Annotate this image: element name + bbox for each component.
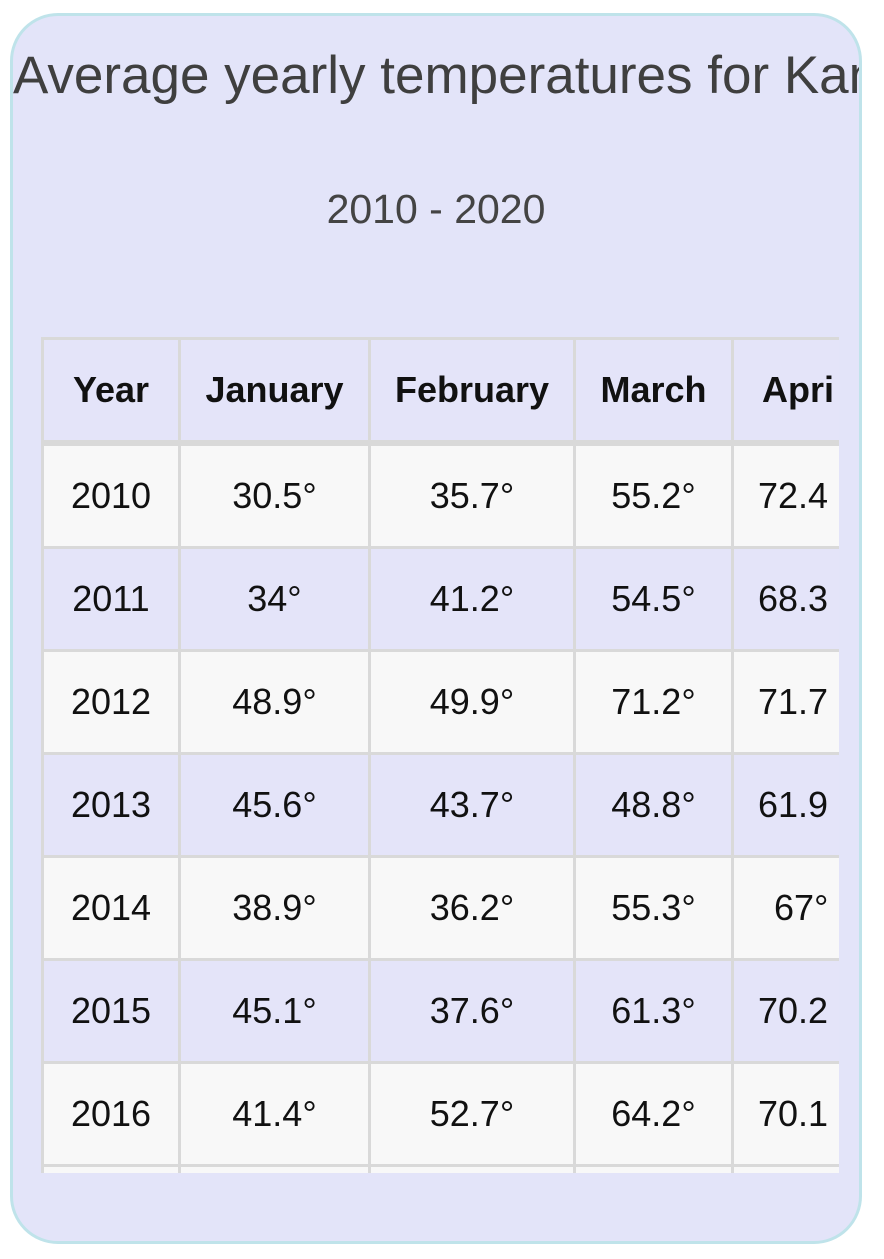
cell-march: 55.2° [573, 441, 734, 549]
cell-january: 30.5° [178, 441, 371, 549]
cell-february: 35.7° [368, 441, 576, 549]
cell-march: 71.2° [573, 649, 734, 755]
cell-april: 68.3 [731, 546, 839, 652]
cell-march: 54.5° [573, 546, 734, 652]
temperature-table: Year January February March Apri 2010 30… [41, 337, 839, 1173]
cell-year: 2015 [41, 958, 181, 1064]
table-row: 2013 45.6° 43.7° 48.8° 61.9 [41, 752, 839, 858]
cell-cutoff [41, 1164, 181, 1173]
table-row: 2011 34° 41.2° 54.5° 68.3 [41, 546, 839, 652]
card-title: Average yearly temperatures for Kansas C… [13, 46, 859, 105]
cell-february: 36.2° [368, 855, 576, 961]
cell-march: 48.8° [573, 752, 734, 858]
cell-april: 70.1 [731, 1061, 839, 1167]
cell-cutoff [731, 1164, 839, 1173]
cell-cutoff [573, 1164, 734, 1173]
cell-year: 2011 [41, 546, 181, 652]
column-header-year: Year [41, 337, 181, 446]
cell-march: 55.3° [573, 855, 734, 961]
column-header-march: March [573, 337, 734, 446]
table-row: 2016 41.4° 52.7° 64.2° 70.1 [41, 1061, 839, 1167]
table-scroll-area[interactable]: Year January February March Apri 2010 30… [41, 337, 839, 1180]
table-row: 2012 48.9° 49.9° 71.2° 71.7 [41, 649, 839, 755]
cell-april: 61.9 [731, 752, 839, 858]
table-row: 2015 45.1° 37.6° 61.3° 70.2 [41, 958, 839, 1064]
cell-year: 2010 [41, 441, 181, 549]
cell-cutoff [368, 1164, 576, 1173]
cell-april: 72.4 [731, 441, 839, 549]
cell-january: 45.1° [178, 958, 371, 1064]
table-row: 2010 30.5° 35.7° 55.2° 72.4 [41, 441, 839, 549]
cell-february: 52.7° [368, 1061, 576, 1167]
column-header-january: January [178, 337, 371, 446]
card-subtitle: 2010 - 2020 [326, 186, 546, 232]
cell-april: 71.7 [731, 649, 839, 755]
cell-january: 34° [178, 546, 371, 652]
table-row-cutoff [41, 1164, 839, 1173]
cell-february: 37.6° [368, 958, 576, 1064]
column-header-april: Apri [731, 337, 839, 446]
cell-february: 41.2° [368, 546, 576, 652]
cell-year: 2012 [41, 649, 181, 755]
table-header-row: Year January February March Apri [41, 337, 839, 446]
cell-march: 64.2° [573, 1061, 734, 1167]
cell-february: 49.9° [368, 649, 576, 755]
cell-january: 41.4° [178, 1061, 371, 1167]
cell-january: 45.6° [178, 752, 371, 858]
cell-year: 2013 [41, 752, 181, 858]
cell-year: 2014 [41, 855, 181, 961]
cell-march: 61.3° [573, 958, 734, 1064]
cell-cutoff [178, 1164, 371, 1173]
cell-april: 67° [731, 855, 839, 961]
cell-january: 38.9° [178, 855, 371, 961]
table-row: 2014 38.9° 36.2° 55.3° 67° [41, 855, 839, 961]
cell-april: 70.2 [731, 958, 839, 1064]
cell-february: 43.7° [368, 752, 576, 858]
temperature-card: Average yearly temperatures for Kansas C… [10, 13, 862, 1244]
cell-january: 48.9° [178, 649, 371, 755]
column-header-february: February [368, 337, 576, 446]
cell-year: 2016 [41, 1061, 181, 1167]
